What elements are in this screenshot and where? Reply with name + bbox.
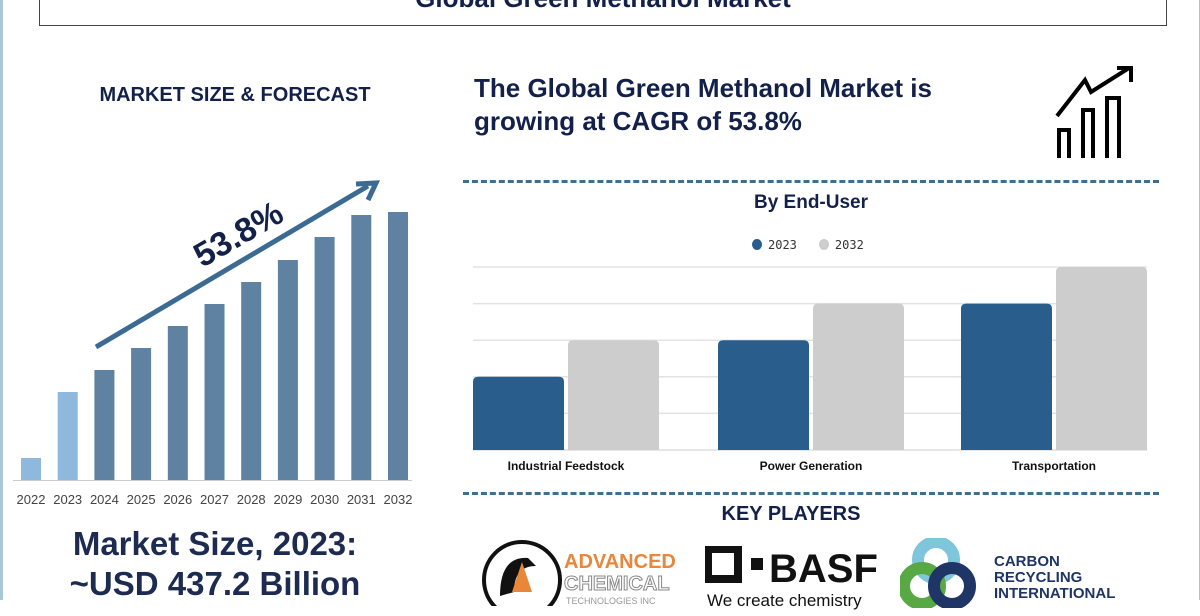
market-size-2023: Market Size, 2023: ~USD 437.2 Billion <box>0 524 430 604</box>
svg-text:RECYCLING: RECYCLING <box>994 569 1082 586</box>
bar-2032-industrial-feedstock <box>568 340 659 450</box>
bar-chart-growth-arrow-icon <box>1055 66 1133 158</box>
category-label: Power Generation <box>760 459 863 473</box>
x-tick-label: 2027 <box>200 492 229 507</box>
trend-arrow <box>94 183 370 350</box>
title-box: Global Green Methanol Market <box>39 0 1167 26</box>
x-tick-label: 2022 <box>17 492 46 507</box>
end-user-chart: Industrial Feedstock Power Generation Tran… <box>473 266 1147 473</box>
svg-text:We create chemistry: We create chemistry <box>707 591 862 610</box>
svg-text:INTERNATIONAL: INTERNATIONAL <box>994 585 1115 602</box>
trend-arrowhead <box>355 180 381 202</box>
bar-2024 <box>94 370 115 480</box>
divider <box>463 492 1159 495</box>
bar-2023-power-generation <box>718 340 809 450</box>
bar-2031 <box>351 215 372 480</box>
x-tick-label: 2032 <box>384 492 413 507</box>
x-tick-label: 2024 <box>90 492 119 507</box>
basf-logo: BASF We create chemistry <box>705 546 878 610</box>
cagr-headline: The Global Green Methanol Market is grow… <box>474 73 932 136</box>
bar-2023 <box>57 392 78 480</box>
key-players-heading: KEY PLAYERS <box>721 503 861 525</box>
bar-2022 <box>21 458 41 480</box>
bar-2023-industrial-feedstock <box>473 376 564 450</box>
bar-2032 <box>388 212 408 480</box>
legend-item-2023: 2023 <box>752 238 797 252</box>
x-tick-label: 2025 <box>127 492 156 507</box>
x-tick-label: 2029 <box>273 492 302 507</box>
advanced-chemical-logo: ADVANCED CHEMICAL TECHNOLOGIES INC <box>482 540 676 606</box>
bar-2028 <box>241 282 262 480</box>
bar-2023-transportation <box>961 303 1052 450</box>
bar-2030 <box>314 237 335 480</box>
bar-2032-transportation <box>1056 267 1147 450</box>
svg-text:CARBON: CARBON <box>994 553 1060 570</box>
chart-legend: 2023 2032 <box>752 238 864 252</box>
end-user-chart-title: By End-User <box>753 192 869 213</box>
bar-2029 <box>277 260 298 480</box>
svg-text:ADVANCED: ADVANCED <box>564 551 676 573</box>
bar-2025 <box>131 348 152 480</box>
bar-2027 <box>204 304 225 480</box>
legend-item-2032: 2032 <box>818 238 864 252</box>
bar-2026 <box>167 326 188 480</box>
page-title: Global Green Methanol Market <box>40 0 1166 11</box>
market-size-label: Market Size, 2023: <box>72 525 358 562</box>
x-tick-label: 2026 <box>163 492 192 507</box>
market-forecast-chart: 2022 2023 2024 2025 2026 2027 2028 2029 2030 2031… <box>13 180 413 507</box>
divider <box>463 180 1159 183</box>
x-tick-label: 2030 <box>310 492 339 507</box>
category-label: Industrial Feedstock <box>508 459 625 473</box>
market-size-value: ~USD 437.2 Billion <box>69 565 361 602</box>
svg-text:BASF: BASF <box>769 547 878 591</box>
market-size-forecast-heading: MARKET SIZE & FORECAST <box>99 84 371 106</box>
x-tick-label: 2031 <box>347 492 376 507</box>
x-tick-label: 2023 <box>53 492 82 507</box>
bar-2032-power-generation <box>813 303 904 450</box>
category-label: Transportation <box>1012 459 1096 473</box>
x-tick-label: 2028 <box>237 492 266 507</box>
cri-logo: CARBON RECYCLING INTERNATIONAL <box>900 538 1115 608</box>
svg-text:CHEMICAL: CHEMICAL <box>564 573 670 595</box>
svg-text:TECHNOLOGIES INC: TECHNOLOGIES INC <box>566 596 656 606</box>
